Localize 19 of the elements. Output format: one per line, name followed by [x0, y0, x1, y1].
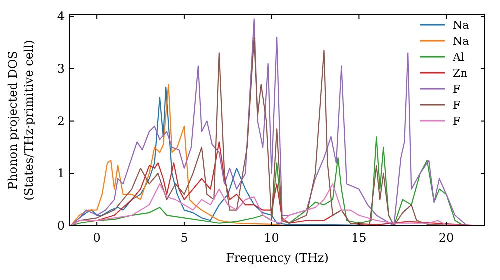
legend-label: F [453, 83, 461, 96]
y-tick-label: 0 [57, 219, 65, 233]
x-tick-label: 5 [180, 231, 188, 245]
x-tick-label: 0 [93, 231, 101, 245]
y-axis-title: Phonon projected DOS (States/THz·primitive cell) [6, 40, 36, 201]
y-tick-label: 1 [57, 166, 65, 181]
legend-label: Al [452, 51, 465, 64]
legend-label: F [453, 115, 461, 128]
legend-label: F [453, 99, 461, 112]
legend-label: Zn [453, 67, 468, 80]
x-tick-label: 20 [438, 231, 454, 245]
y-tick-label: 4 [57, 10, 66, 24]
legend-label: Na [453, 35, 470, 48]
y-tick-label: 2 [57, 114, 65, 128]
x-axis-title: Frequency (THz) [226, 251, 329, 265]
x-tick-label: 10 [264, 231, 280, 245]
legend-label: Na [453, 19, 470, 32]
y-tick-label: 3 [57, 62, 65, 76]
x-tick-label: 15 [352, 231, 367, 245]
